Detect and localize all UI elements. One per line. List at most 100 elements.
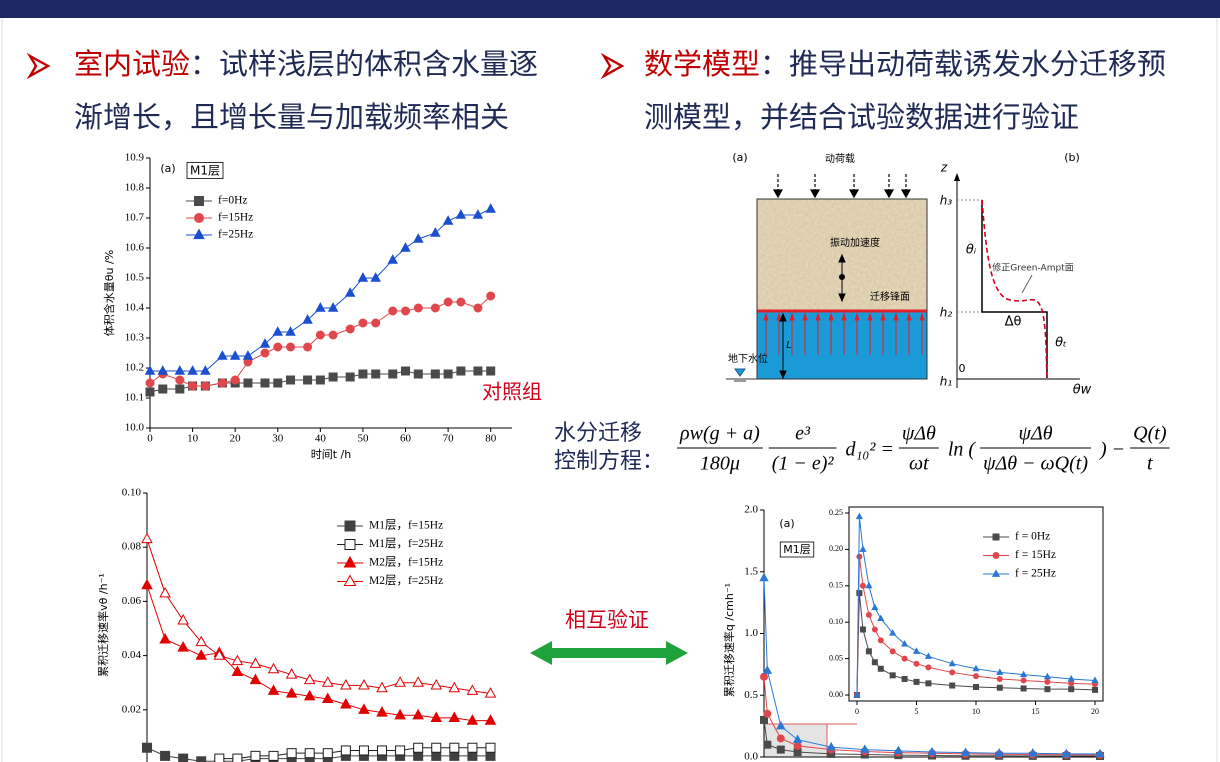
marker xyxy=(912,647,921,654)
bullet: 室内试验：试样浅层的体积含水量逐 渐增长，且增长量与加载频率相关 xyxy=(26,47,538,134)
y-tick-label: 10.0 xyxy=(125,422,145,434)
marker xyxy=(901,640,909,647)
diagram-label: 地下水位 xyxy=(728,352,768,365)
marker xyxy=(177,613,189,625)
marker xyxy=(859,545,867,552)
formula-den: 180μ xyxy=(700,453,740,475)
marker xyxy=(187,365,198,375)
diagram-label: 迁移锋面 xyxy=(870,290,910,303)
marker xyxy=(321,692,334,704)
formula-text: ln ( xyxy=(948,439,977,461)
marker xyxy=(268,750,279,761)
marker xyxy=(865,648,872,655)
profile xyxy=(981,200,1048,378)
marker xyxy=(901,655,908,662)
marker xyxy=(401,366,411,376)
legend-label: f = 25Hz xyxy=(1015,568,1056,580)
marker xyxy=(145,387,155,397)
y-tick-label: 0.00 xyxy=(829,690,843,699)
marker xyxy=(860,744,870,753)
marker xyxy=(473,303,483,313)
marker xyxy=(285,668,298,679)
marker xyxy=(448,711,461,723)
diagram-label: L xyxy=(786,340,792,351)
marker xyxy=(394,676,406,687)
marker xyxy=(856,553,863,560)
series xyxy=(214,742,496,762)
marker xyxy=(865,611,872,618)
marker xyxy=(893,745,904,755)
marker xyxy=(948,659,956,667)
marker xyxy=(267,662,280,674)
diagram-label: 振动加速度 xyxy=(830,236,880,249)
marker xyxy=(793,741,802,750)
marker xyxy=(230,375,240,385)
y-tick-label: 10.1 xyxy=(125,392,144,404)
bullet-line: 渐增长，且增长量与加载频率相关 xyxy=(74,100,509,134)
marker xyxy=(859,582,866,589)
marker xyxy=(913,660,920,667)
bullet-text: 室内试验：试样浅层的体积含水量逐 xyxy=(74,47,538,81)
seepage-arrowhead xyxy=(789,312,795,321)
marker xyxy=(358,369,368,379)
marker xyxy=(413,742,424,753)
marker xyxy=(443,369,453,379)
marker xyxy=(449,742,460,753)
diagram-label: h₃ xyxy=(940,194,953,208)
series xyxy=(853,512,1099,698)
soil-frame xyxy=(756,198,928,380)
header-bar xyxy=(0,0,1220,18)
marker xyxy=(413,233,424,243)
formula-den: (1 − e)² xyxy=(772,453,835,475)
marker xyxy=(996,668,1004,675)
series xyxy=(141,578,497,725)
bullet-text: 数学模型：推导出动荷载诱发水分迁移预 xyxy=(644,47,1166,81)
marker xyxy=(400,242,411,252)
y-tick-label: 0.25 xyxy=(829,508,843,517)
charts: 10.0 10.1 10.2 10.3 10.4 10.5 10.6 10.7 10.8 10.9… xyxy=(96,152,1105,762)
marker xyxy=(484,714,497,725)
marker xyxy=(853,690,861,698)
marker xyxy=(973,683,979,690)
marker xyxy=(1061,748,1072,758)
marker xyxy=(229,350,241,360)
marker xyxy=(1068,686,1075,693)
x-tick-label: 20 xyxy=(230,433,242,445)
marker xyxy=(759,572,769,582)
marker xyxy=(994,748,1004,757)
legend: f=0Hz f=15Hz f=25Hz xyxy=(186,195,253,241)
y-tick-label: 0.08 xyxy=(122,541,142,553)
marker xyxy=(158,384,168,394)
marker xyxy=(303,689,316,701)
marker xyxy=(1068,680,1075,687)
marker xyxy=(315,375,325,385)
bullet: 数学模型：推导出动荷载诱发水分迁移预 测模型，并结合试验数据进行验证 xyxy=(600,47,1166,134)
marker xyxy=(177,641,189,652)
y-tick-label: 0.10 xyxy=(122,487,142,499)
marker xyxy=(889,648,896,655)
diagram-label: (b) xyxy=(1064,151,1080,164)
x-tick-label: 60 xyxy=(400,433,412,445)
formula-text: d₁₀² = xyxy=(845,439,893,461)
legend: M1层，f=15Hz M1层，f=25Hz M2层，f=15Hz M2层，f=25Hz xyxy=(337,519,443,587)
y-tick-label: 10.8 xyxy=(125,182,145,194)
seepage-arrowhead xyxy=(815,312,821,321)
marker xyxy=(194,196,204,206)
marker xyxy=(996,684,1003,691)
marker xyxy=(328,372,338,382)
formula-num: Q(t) xyxy=(1133,423,1167,445)
marker xyxy=(345,372,355,382)
marker xyxy=(792,734,803,744)
legend-label: M1层，f=25Hz xyxy=(369,537,443,550)
marker xyxy=(157,365,169,375)
series xyxy=(759,572,1105,758)
diagram-label: z xyxy=(940,161,948,175)
marker xyxy=(485,203,496,213)
chart: 10.0 10.1 10.2 10.3 10.4 10.5 10.6 10.7 10.8 10.9… xyxy=(102,152,542,461)
z-axis-arrow xyxy=(954,173,960,181)
marker xyxy=(430,303,440,313)
marker xyxy=(856,590,863,597)
equation-label: 水分迁移 xyxy=(554,421,642,446)
marker xyxy=(877,614,885,622)
load-arrows xyxy=(772,174,912,199)
